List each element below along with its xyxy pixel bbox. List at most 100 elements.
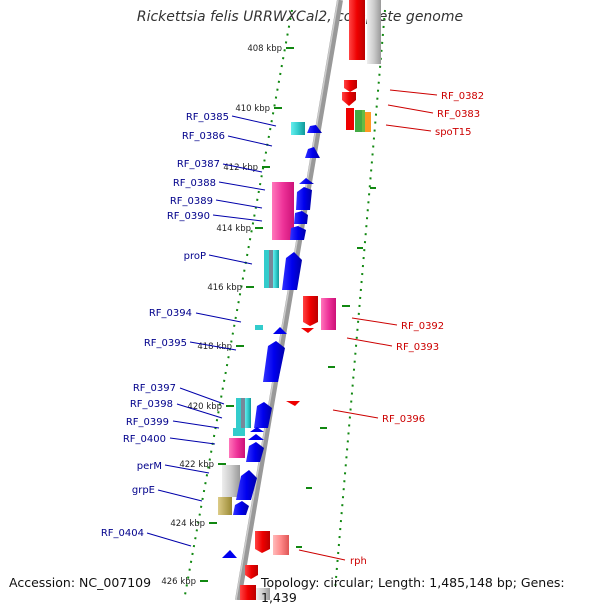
gene-red-top [349,0,365,60]
length-label: Length: [377,575,426,590]
gene-rf-0397-teal [245,398,251,428]
gene-bottom-red-1 [245,565,258,579]
topology-label: Topology: [261,575,320,590]
gene-rf-0390-b [290,226,306,240]
kbp-tick-label: 426 kbp [161,577,196,587]
genome-backbone-highlight [235,0,339,600]
reverse-strand-genes [240,0,381,600]
left-label-lines [146,115,277,547]
footer-summary: Topology: circular; Length: 1,485,148 bp… [261,575,565,605]
gene-grpe-blue [233,501,249,515]
gene-label-left: perM [137,461,162,472]
gene-rf-0399 [250,427,264,432]
gene-rf-0382 [344,80,357,92]
gene-grpe [218,497,232,515]
gene-rf-0396 [286,401,300,406]
gene-label-left: RF_0390 [167,211,210,222]
gene-label-right: RF_0393 [396,342,439,353]
forward-strand-genes [218,122,322,558]
kbp-tick-label: 416 kbp [207,283,242,293]
gene-spot15-red [346,108,354,130]
gene-small-red [301,328,314,333]
gene-rf-0394-cyan [255,325,263,330]
right-gene-labels: RF_0382 RF_0383 spoT15 RF_0392 RF_0393 RF_039… [350,91,484,567]
gene-bottom-red-2 [240,585,256,600]
gene-label-right: RF_0382 [441,91,484,102]
gene-label-left: RF_0397 [133,383,176,394]
gene-rph-pink [273,535,289,555]
gene-label-right: rph [350,556,367,567]
left-gene-labels: RF_0385 RF_0386 RF_0387 RF_0388 RF_0389 RF_03… [101,112,229,539]
gene-label-left: RF_0395 [144,338,187,349]
gene-rf-0390 [294,211,308,224]
gene-bottom-grey [256,588,270,600]
gene-label-left: proP [184,251,206,262]
right-label-lines [298,89,438,561]
kbp-tick-label: 422 kbp [179,460,214,470]
gene-label-left: grpE [132,485,155,496]
gene-label-left: RF_0386 [182,131,225,142]
genes-label: Genes: [520,575,565,590]
gene-grey-top [367,0,381,64]
gene-label-left: RF_0387 [177,159,220,170]
gene-prop-teal [273,250,279,288]
gene-rf-0397-grey [241,398,245,428]
gene-label-right: spoT15 [435,127,472,138]
accession-value: NC_007109 [79,575,152,590]
gene-rf-0397-cyan [236,398,241,428]
accession-label: Accession: [9,575,76,590]
gene-label-left: RF_0388 [173,178,216,189]
gene-label-right: RF_0392 [401,321,444,332]
gene-prop-blue [282,252,302,290]
gene-label-right: RF_0396 [382,414,425,425]
gene-spot15-olive [362,110,365,132]
gene-label-right: RF_0383 [437,109,480,120]
gene-rf-0400 [229,438,245,458]
gene-rf-0385 [307,125,322,133]
kbp-tick-label: 410 kbp [235,104,270,114]
gene-label-left: RF_0404 [101,528,144,539]
gene-rf-0399-b [248,434,264,440]
gene-spot15-orange [365,112,371,132]
gene-rf-0394 [273,327,287,334]
length-value: 1,485,148 bp [429,575,513,590]
outer-ring-right [334,9,386,591]
gene-label-left: RF_0399 [126,417,169,428]
kbp-tick-label: 420 kbp [187,402,222,412]
kbp-tick-label: 424 kbp [170,519,205,529]
gene-prop-cyan [264,250,269,288]
gene-label-left: RF_0398 [130,399,173,410]
gene-rf-0385-cyan [291,122,305,135]
kbp-tick-label: 408 kbp [247,44,282,54]
gene-rf-0386 [305,147,320,158]
gene-rf-0395 [263,341,285,382]
footer-accession: Accession: NC_007109 [9,575,151,590]
genome-backbone [235,0,343,600]
gene-perm-blue [236,470,257,500]
gene-rf-0387 [299,178,314,184]
gene-label-left: RF_0394 [149,308,192,319]
gene-rf-0393 [321,298,336,330]
inner-ring-left [184,9,293,596]
kbp-tick-label: 418 kbp [197,342,232,352]
map-title: Rickettsia felis URRWXCal2, complete gen… [136,9,464,25]
kbp-tick-label: 414 kbp [216,224,251,234]
gene-rf-0388 [272,182,294,240]
gene-rf-0383 [342,92,356,106]
gene-rf-0392 [303,296,318,326]
right-ring-ticks [296,187,376,548]
gene-rf-0400-blue [246,442,264,462]
gene-prop-grey [269,250,273,288]
gene-label-left: RF_0400 [123,434,166,445]
gene-rf-0404 [222,550,237,558]
gene-perm [222,465,240,497]
gene-spot15-green [355,110,362,132]
genes-value: 1,439 [261,590,297,605]
gene-rf-0389 [296,187,312,210]
gene-rf-0399-cyan [233,428,245,436]
gene-rph-red [255,531,270,553]
gene-label-left: RF_0389 [170,196,213,207]
gene-rf-0398 [254,402,272,428]
